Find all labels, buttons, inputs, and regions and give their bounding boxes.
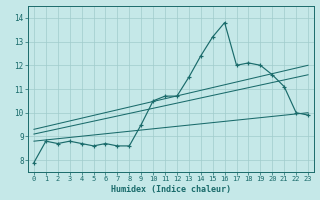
X-axis label: Humidex (Indice chaleur): Humidex (Indice chaleur) [111,185,231,194]
